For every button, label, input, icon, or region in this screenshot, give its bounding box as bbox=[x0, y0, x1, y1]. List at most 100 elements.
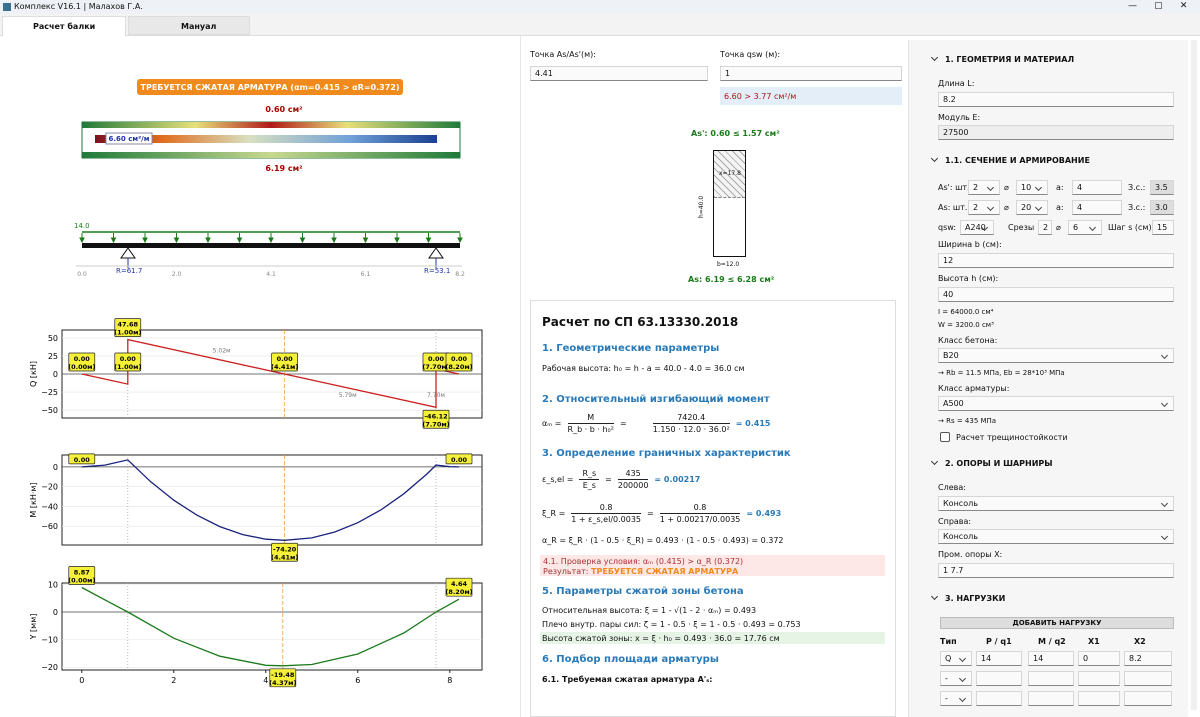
window-controls[interactable]: — ▢ ✕ bbox=[1128, 1, 1188, 11]
select[interactable]: A500 bbox=[938, 396, 1174, 411]
select[interactable]: B20 bbox=[938, 348, 1174, 363]
text-input[interactable]: 4 bbox=[1072, 180, 1122, 195]
text-input[interactable] bbox=[976, 691, 1022, 706]
text-input[interactable]: 8.2 bbox=[1124, 651, 1172, 666]
tab[interactable]: Мануал bbox=[128, 16, 250, 35]
text-input[interactable]: 0 bbox=[1078, 651, 1120, 666]
text-input[interactable] bbox=[1124, 691, 1172, 706]
report-heading: 2. Относительный изгибающий момент bbox=[542, 394, 770, 405]
top-strip bbox=[82, 122, 460, 128]
b-label: b=12.0 bbox=[717, 261, 740, 268]
annotation-text: (4.37м) bbox=[269, 679, 296, 687]
x-tick-label: 0 bbox=[79, 676, 84, 685]
text-input[interactable]: 14 bbox=[1028, 651, 1074, 666]
text-input[interactable] bbox=[1028, 671, 1074, 686]
text-input[interactable] bbox=[1078, 671, 1120, 686]
text-input[interactable] bbox=[1028, 691, 1074, 706]
ok-box bbox=[540, 632, 885, 644]
field-label: Класс бетона: bbox=[938, 336, 998, 345]
annotation-text: 0.00 bbox=[451, 456, 468, 464]
text-input[interactable]: 4 bbox=[1072, 200, 1122, 215]
section-header[interactable]: 2. ОПОРЫ И ШАРНИРЫ bbox=[930, 459, 1053, 468]
select[interactable]: Консоль bbox=[938, 529, 1174, 544]
text-input[interactable]: 27500 bbox=[938, 125, 1174, 140]
select[interactable]: - bbox=[940, 691, 972, 706]
text-input[interactable] bbox=[1124, 671, 1172, 686]
t: 0.8 bbox=[659, 503, 741, 514]
select[interactable]: 20 bbox=[1016, 200, 1048, 215]
field-label: ⌀ bbox=[1056, 223, 1061, 232]
scheme-tick: 0.0 bbox=[77, 271, 87, 278]
report-text: 4.1. Проверка условия: αₘ (0.415) > α_R … bbox=[543, 557, 744, 566]
plot-area bbox=[61, 582, 483, 671]
field-label: Пром. опоры X: bbox=[938, 550, 1003, 559]
text-input[interactable]: 40 bbox=[938, 287, 1174, 302]
y-tick-label: −10 bbox=[41, 636, 58, 645]
report-heading: 5. Параметры сжатой зоны бетона bbox=[542, 586, 744, 597]
field-label: Ширина b (см): bbox=[938, 240, 1002, 249]
report-text: Относительная высота: ξ = 1 - √(1 - 2 · … bbox=[542, 606, 757, 615]
field-label: Справа: bbox=[938, 517, 972, 526]
report-title: Расчет по СП 63.13330.2018 bbox=[542, 315, 739, 329]
checkbox-label[interactable]: Расчет трещиностойкости bbox=[956, 433, 1068, 442]
annotation-text: (0.00м) bbox=[68, 577, 95, 585]
scrollbar[interactable] bbox=[1191, 40, 1197, 710]
section-header[interactable]: 1.1. СЕЧЕНИЕ И АРМИРОВАНИЕ bbox=[930, 156, 1090, 165]
annotation-text: 0.00 bbox=[120, 355, 137, 363]
section-header[interactable]: 1. ГЕОМЕТРИЯ И МАТЕРИАЛ bbox=[930, 55, 1074, 64]
annotation-text: (4.41м) bbox=[271, 553, 298, 561]
text-input[interactable]: 1 bbox=[720, 66, 902, 81]
select[interactable]: 6 bbox=[1068, 220, 1102, 235]
info: → Rb = 11.5 МПа, Eb = 28*10³ МПа bbox=[938, 369, 1065, 377]
scheme-tick: 8.2 bbox=[455, 271, 465, 278]
select[interactable]: A240 bbox=[960, 220, 994, 235]
top-check: As': 0.60 ≤ 1.57 см² bbox=[691, 129, 780, 138]
select[interactable]: Q bbox=[940, 651, 972, 666]
arrow-head bbox=[236, 237, 243, 244]
middle-panel bbox=[520, 36, 906, 717]
text-input[interactable]: 3.0 bbox=[1150, 200, 1174, 215]
note: 5.02м bbox=[213, 347, 231, 354]
x-label: x=17.8 bbox=[719, 170, 741, 177]
text-input[interactable]: 4.41 bbox=[530, 66, 708, 81]
t: ξ_R = bbox=[542, 509, 566, 518]
annotation-box bbox=[271, 542, 299, 562]
t: 0.8 bbox=[571, 503, 642, 514]
annotation-text: (7.70м) bbox=[422, 363, 449, 371]
annotation-box bbox=[68, 566, 96, 585]
settings-panel bbox=[908, 40, 1188, 717]
select[interactable]: 2 bbox=[968, 180, 1000, 195]
select[interactable]: - bbox=[940, 671, 972, 686]
text-input[interactable]: 2 bbox=[1038, 220, 1052, 235]
text-input[interactable] bbox=[976, 671, 1022, 686]
add-load-button[interactable]: ДОБАВИТЬ НАГРУЗКУ bbox=[940, 617, 1174, 629]
text-input[interactable]: 15 bbox=[1152, 220, 1174, 235]
text-input[interactable]: 3.5 bbox=[1150, 180, 1174, 195]
y-tick-label: −20 bbox=[41, 483, 58, 492]
text-input[interactable] bbox=[1078, 691, 1120, 706]
text-input[interactable]: 12 bbox=[938, 253, 1174, 268]
t: 1.150 · 12.0 · 36.0² bbox=[652, 425, 730, 434]
text-input[interactable]: 1 7.7 bbox=[938, 563, 1174, 578]
bottom-strip bbox=[82, 152, 460, 158]
annotation-box bbox=[68, 352, 96, 372]
field-label: Точка qsw (м): bbox=[720, 50, 781, 59]
text-input[interactable]: 14 bbox=[976, 651, 1022, 666]
tab[interactable]: Расчет балки bbox=[2, 16, 126, 36]
select[interactable]: 10 bbox=[1016, 180, 1048, 195]
curve bbox=[81, 459, 460, 541]
annotation-text: (7.70м) bbox=[422, 420, 449, 428]
checkbox[interactable] bbox=[940, 432, 950, 442]
y-tick-label: −20 bbox=[41, 663, 58, 672]
select[interactable]: 2 bbox=[968, 200, 1000, 215]
t: = 0.493 bbox=[746, 509, 782, 518]
text-input[interactable]: 8.2 bbox=[938, 92, 1174, 107]
section-header[interactable]: 3. НАГРУЗКИ bbox=[930, 594, 1005, 603]
arrow-head bbox=[299, 237, 306, 244]
shear-label-box bbox=[105, 132, 153, 145]
report-text: Плечо внутр. пары сил: ζ = 1 - 0.5 · ξ =… bbox=[542, 620, 801, 629]
arrow-head bbox=[268, 237, 274, 244]
y-axis-label: M [кН·м] bbox=[29, 482, 38, 517]
field-label: З.с.: bbox=[1128, 183, 1146, 192]
select[interactable]: Консоль bbox=[938, 496, 1174, 511]
